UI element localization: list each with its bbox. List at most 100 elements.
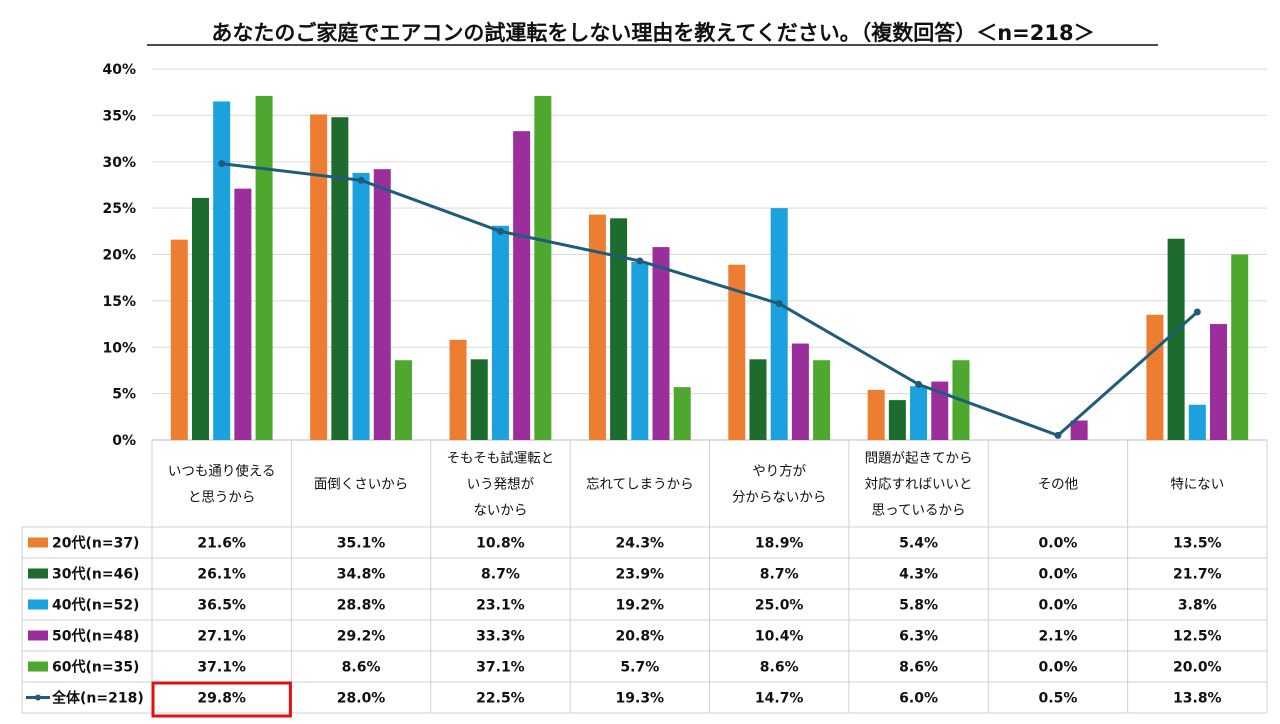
data-cell: 28.0% (337, 691, 386, 707)
bar-1-1 (170, 239, 188, 440)
data-cell: 23.9% (616, 567, 665, 583)
data-cell: 5.8% (899, 598, 938, 614)
bar-4-8 (1210, 324, 1228, 440)
data-cell: 29.2% (337, 629, 386, 645)
data-cell: 37.1% (197, 660, 246, 676)
data-cell: 13.8% (1173, 691, 1222, 707)
line-point-6 (915, 380, 923, 388)
data-cell: 5.7% (620, 660, 659, 676)
bar-4-7 (1070, 420, 1088, 440)
bar-3-1 (213, 101, 231, 441)
chart-title: あなたのご家庭でエアコンの試運転をしない理由を教えてください。（複数回答）＜n=… (211, 21, 1094, 45)
highlight-box (151, 681, 292, 718)
data-cell: 8.7% (481, 567, 520, 583)
data-cell: 2.1% (1039, 629, 1078, 645)
data-cell: 29.8% (197, 691, 246, 707)
bar-2-4 (610, 218, 628, 440)
y-tick-label: 40% (102, 62, 136, 78)
category-label: 対応すればいいと (865, 477, 973, 493)
data-cell: 12.5% (1173, 629, 1222, 645)
data-cell: 6.0% (899, 691, 938, 707)
legend-marker (35, 694, 41, 701)
bar-2-5 (749, 359, 767, 440)
bar-4-6 (931, 381, 949, 440)
data-cell: 10.8% (476, 536, 525, 552)
legend-label: 40代(n=52) (52, 597, 139, 614)
data-cell: 25.0% (755, 598, 804, 614)
bar-5-5 (813, 360, 831, 440)
data-cell: 3.8% (1178, 598, 1217, 614)
y-tick-label: 5% (112, 387, 136, 403)
bar-2-6 (888, 400, 906, 440)
line-point-2 (357, 176, 365, 184)
data-cell: 14.7% (755, 691, 804, 707)
category-label: いつも通り使える (168, 463, 276, 480)
bar-3-8 (1188, 404, 1206, 440)
data-cell: 0.0% (1039, 536, 1078, 552)
bar-3-3 (491, 225, 509, 440)
legend-swatch (28, 568, 48, 579)
y-tick-label: 30% (102, 155, 136, 171)
bar-1-6 (867, 389, 885, 440)
data-cell: 20.8% (616, 629, 665, 645)
data-cell: 21.6% (197, 536, 246, 552)
data-cell: 18.9% (755, 536, 804, 552)
category-label: いう発想が (467, 477, 535, 493)
legend-label: 60代(n=35) (52, 659, 139, 676)
data-cell: 4.3% (899, 567, 938, 583)
category-label: 面倒くさいから (314, 477, 409, 493)
line-point-1 (218, 160, 226, 168)
bar-1-3 (449, 339, 467, 440)
category-label: ないから (473, 503, 527, 519)
data-cell: 33.3% (476, 629, 525, 645)
legend-label: 20代(n=37) (52, 535, 139, 552)
category-label: 思っているから (872, 503, 966, 519)
line-point-5 (775, 300, 783, 308)
bar-3-6 (910, 386, 928, 440)
legend-swatch (28, 599, 48, 610)
data-cell: 10.4% (755, 629, 804, 645)
legend-label: 全体(n=218) (51, 690, 144, 707)
y-tick-label: 0% (112, 433, 136, 449)
bar-2-8 (1167, 238, 1185, 440)
data-cell: 19.3% (616, 691, 665, 707)
data-cell: 8.7% (760, 567, 799, 583)
data-cell: 35.1% (337, 536, 386, 552)
data-cell: 20.0% (1173, 660, 1222, 676)
data-cell: 28.8% (337, 598, 386, 614)
category-label: 問題が起きてから (865, 451, 973, 467)
data-cell: 6.3% (899, 629, 938, 645)
bar-3-2 (352, 172, 370, 440)
data-cell: 23.1% (476, 598, 525, 614)
bar-3-4 (631, 261, 649, 440)
data-cell: 27.1% (197, 629, 246, 645)
category-label: 分からないから (732, 490, 827, 506)
category-label: やり方が (752, 464, 806, 480)
y-tick-label: 20% (102, 248, 136, 264)
bar-1-4 (588, 214, 606, 440)
bar-2-3 (470, 359, 488, 440)
legend-label: 50代(n=48) (52, 628, 139, 645)
data-cell: 24.3% (616, 536, 665, 552)
line-point-7 (1054, 431, 1062, 439)
data-cell: 0.0% (1039, 598, 1078, 614)
bar-4-4 (652, 247, 670, 440)
data-cell: 8.6% (899, 660, 938, 676)
data-cell: 0.5% (1039, 691, 1078, 707)
bar-2-1 (191, 197, 209, 440)
line-series-total (221, 162, 1199, 438)
data-cell: 8.6% (342, 660, 381, 676)
bar-4-3 (513, 131, 531, 440)
y-tick-label: 15% (102, 294, 136, 310)
bar-4-1 (234, 188, 252, 440)
data-cell: 5.4% (899, 536, 938, 552)
category-label: そもそも試運転と (447, 451, 555, 467)
line-point-8 (1193, 308, 1201, 316)
data-cell: 19.2% (616, 598, 665, 614)
legend-label: 30代(n=46) (52, 566, 139, 583)
line-point-4 (636, 257, 644, 265)
bar-5-8 (1231, 254, 1249, 440)
legend-swatch (28, 661, 48, 672)
bar-1-5 (728, 264, 746, 440)
